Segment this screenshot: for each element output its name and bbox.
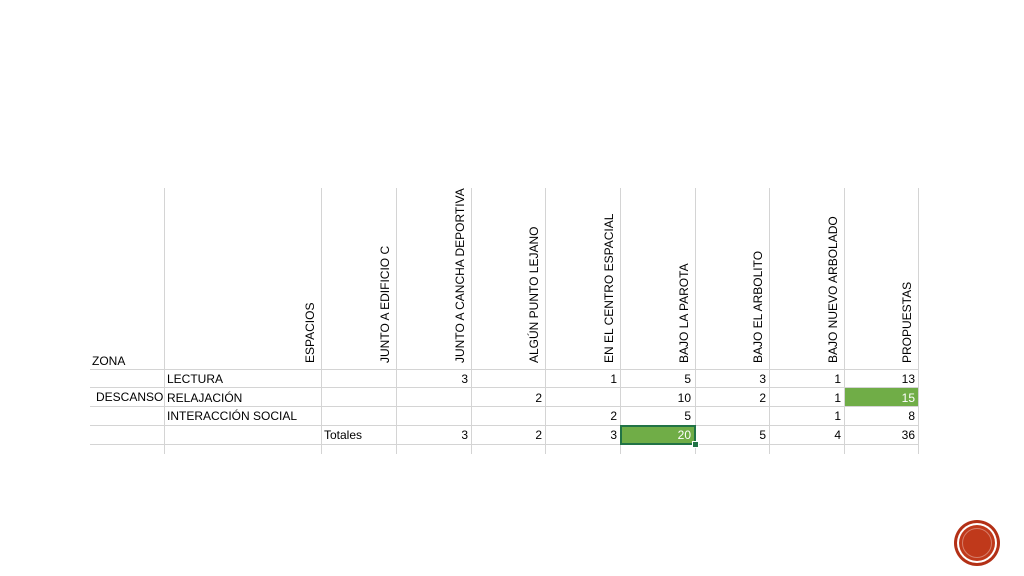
table-cell[interactable]: 13 xyxy=(901,372,915,386)
grid-line xyxy=(321,188,322,454)
total-cell[interactable]: 3 xyxy=(461,428,468,442)
grid-line xyxy=(695,188,696,454)
table-cell[interactable]: 3 xyxy=(461,372,468,386)
column-header-espacios: ESPACIOS xyxy=(303,302,317,363)
grid-line xyxy=(620,188,621,454)
table-cell[interactable]: 3 xyxy=(759,372,766,386)
total-cell[interactable]: 5 xyxy=(759,428,766,442)
grid-line xyxy=(164,188,165,454)
column-header-nuevo-arbolado: BAJO NUEVO ARBOLADO xyxy=(826,216,840,363)
grid-line xyxy=(396,188,397,454)
total-cell[interactable]: 4 xyxy=(834,428,841,442)
table-cell[interactable]: 1 xyxy=(834,372,841,386)
grid-line xyxy=(769,188,770,454)
table-cell[interactable]: 1 xyxy=(834,409,841,423)
total-cell-selected[interactable]: 20 xyxy=(677,428,691,442)
table-cell[interactable]: 10 xyxy=(677,391,691,405)
column-header-punto-lejano: ALGÚN PUNTO LEJANO xyxy=(527,226,541,363)
total-cell[interactable]: 3 xyxy=(610,428,617,442)
highlight-total-parota xyxy=(621,426,695,444)
grid-line xyxy=(471,188,472,454)
table-cell[interactable] xyxy=(547,389,617,407)
table-cell[interactable] xyxy=(472,407,542,425)
column-header-el-arbolito: BAJO EL ARBOLITO xyxy=(751,250,765,363)
grid-line xyxy=(918,188,919,454)
column-header-propuestas: PROPUESTAS xyxy=(900,281,914,363)
zone-label: DESCANSO xyxy=(96,390,164,404)
fill-handle[interactable] xyxy=(692,441,699,448)
grid-line xyxy=(844,188,845,454)
active-cell-selection xyxy=(620,425,696,445)
column-header-cancha-deportiva: JUNTO A CANCHA DEPORTIVA xyxy=(453,188,467,363)
grid-line xyxy=(90,425,919,426)
highlight-propuestas-relajacion xyxy=(845,388,918,406)
table-cell[interactable] xyxy=(696,407,766,425)
table-cell[interactable] xyxy=(398,407,468,425)
table-cell[interactable]: 5 xyxy=(684,409,691,423)
table-cell[interactable]: 5 xyxy=(684,372,691,386)
grid-line xyxy=(90,387,919,388)
table-cell[interactable]: 8 xyxy=(908,409,915,423)
table-cell[interactable]: 2 xyxy=(759,391,766,405)
grid-line xyxy=(90,369,919,370)
grid-line xyxy=(545,188,546,454)
table-cell[interactable] xyxy=(472,370,542,388)
table-cell[interactable]: 2 xyxy=(535,391,542,405)
column-header-centro-espacial: EN EL CENTRO ESPACIAL xyxy=(602,213,616,363)
total-cell[interactable]: 36 xyxy=(901,428,915,442)
row-label-relajacion: RELAJACIÓN xyxy=(167,391,243,405)
total-cell[interactable]: 2 xyxy=(535,428,542,442)
table-cell-highlighted[interactable]: 15 xyxy=(901,391,915,405)
table-cell[interactable]: 1 xyxy=(610,372,617,386)
table-cell[interactable]: 2 xyxy=(610,409,617,423)
column-header-edificio-c: JUNTO A EDIFICIO C xyxy=(378,245,392,363)
row-label-lectura: LECTURA xyxy=(167,372,224,386)
zona-header: ZONA xyxy=(92,354,126,368)
grid-line xyxy=(90,406,919,407)
next-slide-circle-icon[interactable] xyxy=(957,523,997,563)
table-cell[interactable] xyxy=(398,389,468,407)
totals-label: Totales xyxy=(324,428,363,442)
column-header-la-parota: BAJO LA PAROTA xyxy=(677,263,691,363)
table-cell[interactable]: 1 xyxy=(834,391,841,405)
row-label-interaccion-social: INTERACCIÓN SOCIAL xyxy=(167,409,298,423)
grid-line xyxy=(90,444,919,445)
